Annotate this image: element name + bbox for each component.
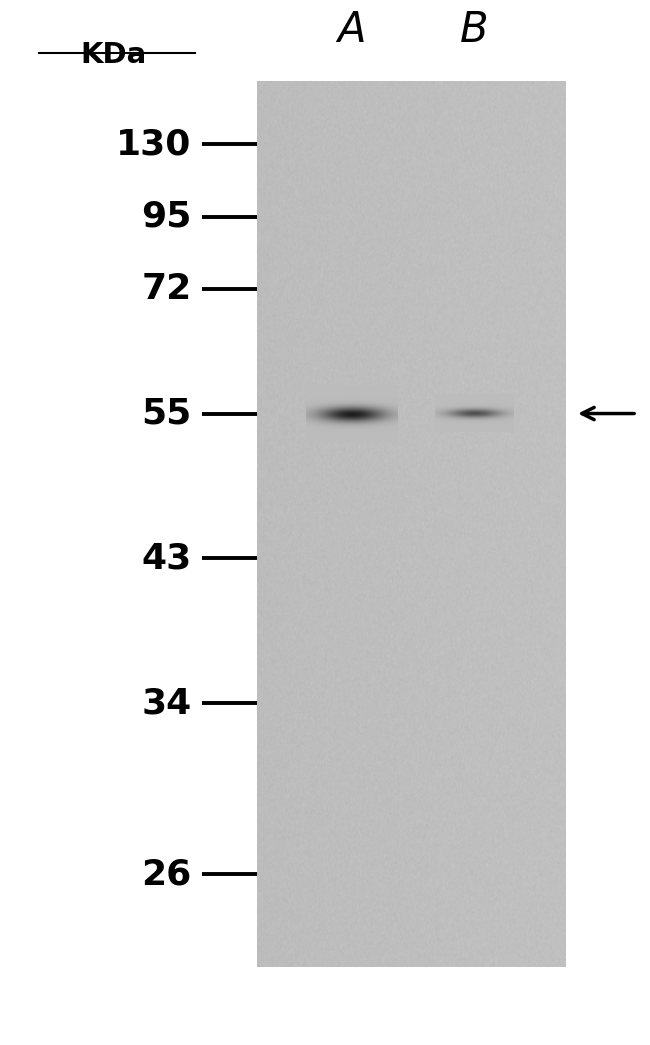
Text: 34: 34 [142, 687, 192, 720]
Text: 55: 55 [142, 396, 192, 431]
Text: B: B [460, 9, 489, 51]
Text: 26: 26 [142, 857, 192, 891]
Text: A: A [337, 9, 365, 51]
Text: 95: 95 [142, 200, 192, 234]
Text: 130: 130 [116, 127, 192, 161]
Text: 72: 72 [142, 273, 192, 306]
Text: KDa: KDa [81, 41, 147, 69]
Text: 43: 43 [142, 541, 192, 576]
